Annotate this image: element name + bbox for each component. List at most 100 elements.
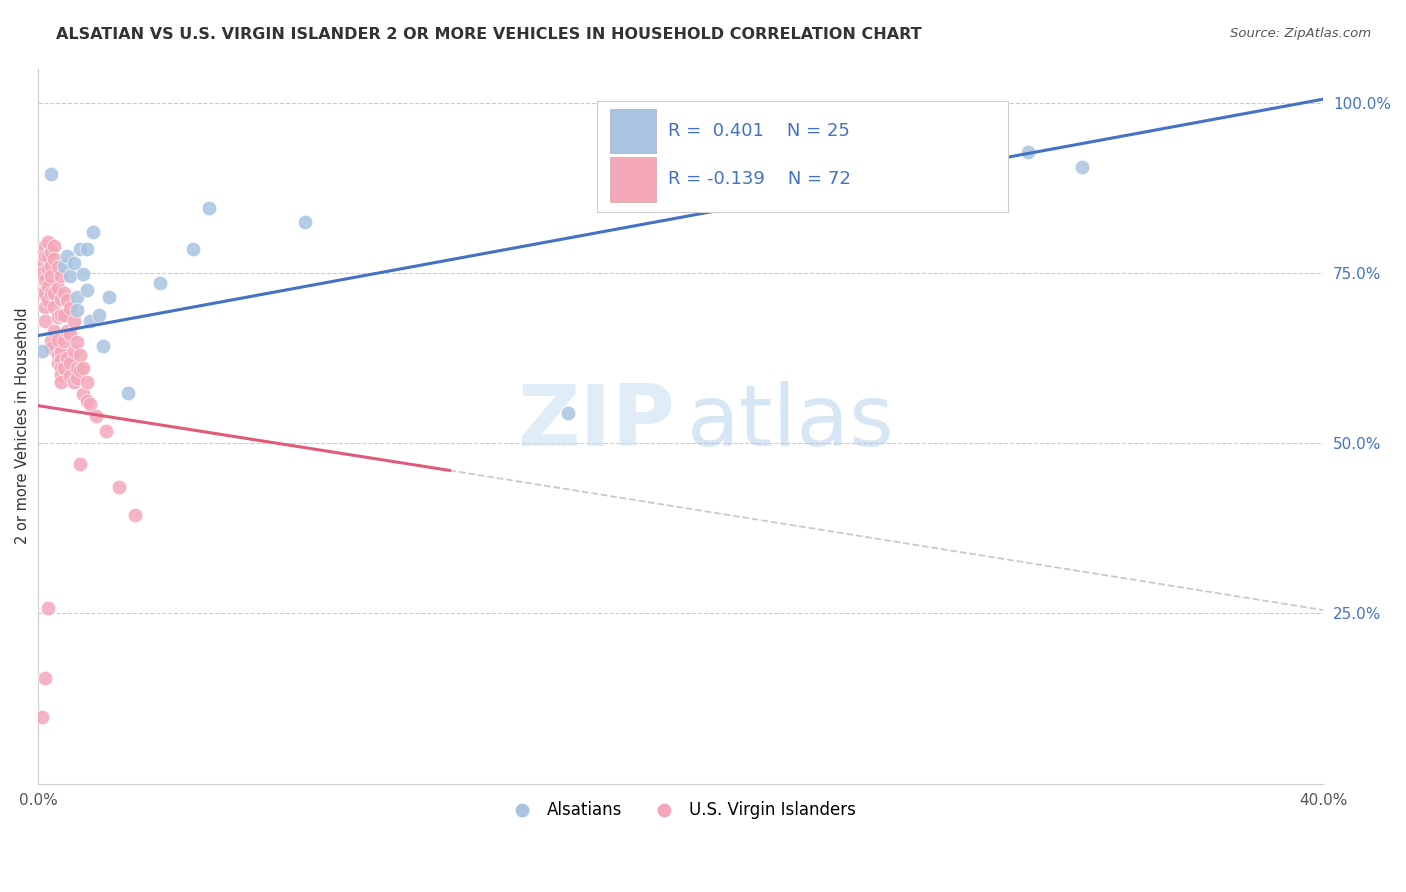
- Point: [79, 313, 101, 327]
- Point: [66, 361, 89, 376]
- Point: [46, 333, 69, 347]
- Point: [76, 393, 98, 408]
- Point: [59, 369, 82, 384]
- Point: [69, 348, 91, 362]
- Point: [98, 290, 121, 304]
- Point: [49, 375, 72, 389]
- Point: [44, 324, 66, 338]
- Point: [34, 313, 56, 327]
- Point: [69, 242, 91, 256]
- Point: [34, 300, 56, 314]
- Point: [46, 356, 69, 370]
- Text: R =  0.401    N = 25: R = 0.401 N = 25: [668, 121, 849, 140]
- Point: [149, 276, 172, 290]
- Point: [46, 281, 69, 295]
- Point: [124, 508, 146, 522]
- Point: [37, 279, 59, 293]
- Point: [56, 249, 79, 263]
- Point: [46, 348, 69, 362]
- Point: [49, 292, 72, 306]
- Point: [66, 371, 89, 385]
- Point: [56, 324, 79, 338]
- Point: [34, 671, 56, 685]
- Point: [79, 397, 101, 411]
- Y-axis label: 2 or more Vehicles in Household: 2 or more Vehicles in Household: [15, 308, 30, 544]
- Point: [37, 262, 59, 277]
- Point: [62, 255, 84, 269]
- Point: [69, 457, 91, 471]
- Point: [69, 362, 91, 376]
- Point: [39, 167, 62, 181]
- Point: [34, 286, 56, 301]
- Point: [37, 249, 59, 263]
- Point: [197, 201, 219, 215]
- Point: [557, 405, 579, 419]
- Point: [94, 424, 117, 438]
- FancyBboxPatch shape: [610, 109, 657, 153]
- Point: [53, 361, 76, 376]
- Point: [39, 269, 62, 284]
- Point: [31, 710, 53, 724]
- Point: [53, 259, 76, 273]
- Point: [39, 334, 62, 348]
- Point: [89, 308, 111, 322]
- Point: [59, 301, 82, 316]
- FancyBboxPatch shape: [598, 101, 1008, 211]
- Point: [181, 242, 204, 256]
- Point: [66, 335, 89, 350]
- Point: [1017, 145, 1039, 159]
- Text: ZIP: ZIP: [516, 381, 675, 464]
- Point: [1071, 161, 1094, 175]
- Point: [62, 313, 84, 327]
- Point: [53, 286, 76, 301]
- FancyBboxPatch shape: [610, 157, 657, 202]
- Point: [37, 601, 59, 615]
- Point: [117, 386, 139, 401]
- Point: [49, 353, 72, 368]
- Point: [76, 242, 98, 256]
- Point: [31, 255, 53, 269]
- Point: [37, 235, 59, 250]
- Point: [56, 293, 79, 307]
- Point: [53, 334, 76, 348]
- Point: [107, 480, 129, 494]
- Point: [53, 308, 76, 322]
- Point: [49, 344, 72, 359]
- Point: [66, 290, 89, 304]
- Point: [31, 344, 53, 359]
- Point: [44, 238, 66, 252]
- Point: [44, 300, 66, 314]
- Point: [294, 215, 316, 229]
- Point: [31, 286, 53, 301]
- Point: [39, 341, 62, 355]
- Point: [39, 245, 62, 260]
- Text: ALSATIAN VS U.S. VIRGIN ISLANDER 2 OR MORE VEHICLES IN HOUSEHOLD CORRELATION CHA: ALSATIAN VS U.S. VIRGIN ISLANDER 2 OR MO…: [56, 27, 922, 42]
- Point: [46, 260, 69, 275]
- Point: [44, 252, 66, 267]
- Point: [49, 308, 72, 322]
- Point: [34, 273, 56, 287]
- Point: [72, 387, 94, 401]
- Point: [37, 293, 59, 307]
- Point: [46, 310, 69, 325]
- Point: [39, 286, 62, 301]
- Point: [56, 351, 79, 365]
- Point: [59, 269, 82, 284]
- Point: [31, 266, 53, 280]
- Text: atlas: atlas: [688, 381, 896, 464]
- Point: [59, 327, 82, 342]
- Point: [66, 303, 89, 318]
- Point: [49, 269, 72, 284]
- Point: [72, 267, 94, 281]
- Point: [84, 409, 107, 423]
- Text: R = -0.139    N = 72: R = -0.139 N = 72: [668, 170, 851, 188]
- Legend: Alsatians, U.S. Virgin Islanders: Alsatians, U.S. Virgin Islanders: [499, 794, 863, 825]
- Point: [59, 356, 82, 370]
- Point: [39, 259, 62, 273]
- Point: [82, 225, 104, 239]
- Point: [76, 283, 98, 297]
- Point: [34, 238, 56, 252]
- Point: [49, 361, 72, 376]
- Point: [62, 344, 84, 359]
- Point: [91, 339, 114, 353]
